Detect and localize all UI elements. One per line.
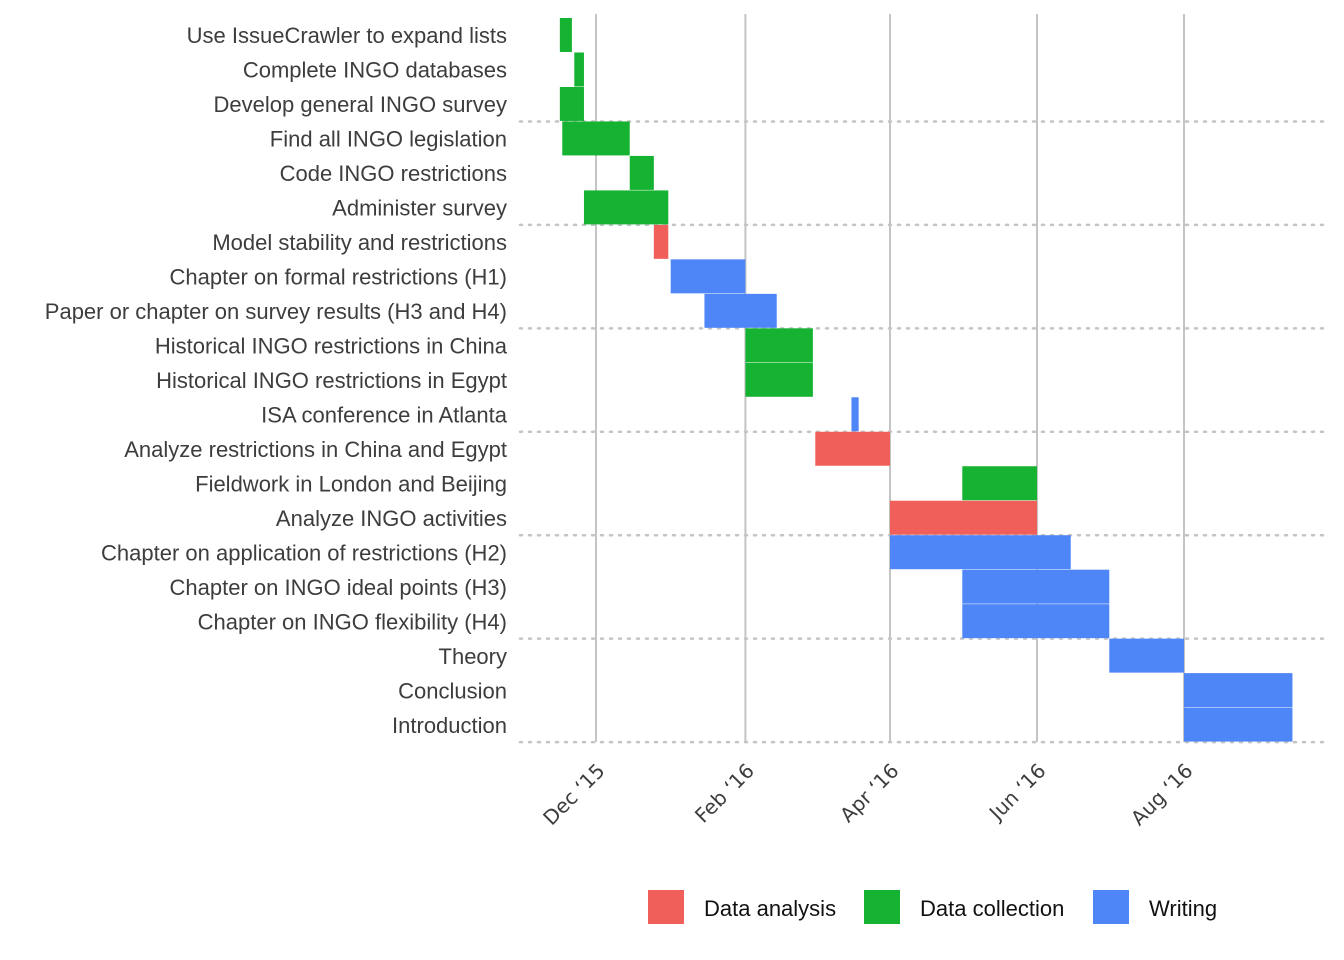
task-label-15: Chapter on application of restrictions (… (101, 540, 507, 565)
task-bar-20 (1184, 707, 1293, 742)
task-bar-19 (1184, 673, 1293, 708)
task-bar-12 (815, 431, 890, 466)
task-label-19: Conclusion (398, 678, 507, 703)
task-bar-10 (745, 362, 813, 397)
task-bar-8 (704, 293, 777, 328)
task-label-2: Develop general INGO survey (214, 92, 507, 117)
task-bar-17 (962, 604, 1110, 639)
task-label-13: Fieldwork in London and Beijing (195, 471, 507, 496)
task-label-9: Historical INGO restrictions in China (155, 334, 508, 359)
task-bar-7 (670, 259, 746, 294)
task-label-0: Use IssueCrawler to expand lists (187, 23, 507, 48)
task-bar-0 (559, 18, 572, 52)
tick-label-2: Apr ‘16 (835, 759, 903, 827)
task-label-17: Chapter on INGO flexibility (H4) (198, 609, 507, 634)
task-labels: Use IssueCrawler to expand lists Complete… (45, 23, 508, 738)
task-label-20: Introduction (392, 713, 507, 738)
legend: Data analysis Data collection Writing (648, 890, 1217, 924)
x-axis-ticks: Dec ‘15 Feb ‘16 Apr ‘16 Jun ‘16 Aug ‘16 (538, 759, 1197, 831)
task-bar-11 (851, 397, 859, 432)
legend-label-1: Data collection (920, 896, 1064, 921)
legend-swatch-1 (864, 890, 900, 924)
tick-label-0: Dec ‘15 (538, 759, 609, 830)
legend-label-0: Data analysis (704, 896, 836, 921)
legend-swatch-2 (1093, 890, 1129, 924)
tick-label-4: Aug ‘16 (1126, 759, 1198, 831)
task-label-1: Complete INGO databases (243, 58, 507, 83)
task-bar-6 (653, 224, 669, 259)
task-label-12: Analyze restrictions in China and Egypt (124, 437, 507, 462)
task-label-4: Code INGO restrictions (280, 161, 507, 186)
task-bar-9 (745, 328, 813, 363)
task-bar-2 (559, 86, 584, 121)
task-label-5: Administer survey (332, 196, 507, 221)
legend-swatch-0 (648, 890, 684, 924)
task-bars (559, 18, 1293, 742)
task-label-18: Theory (439, 644, 507, 669)
task-label-11: ISA conference in Atlanta (261, 403, 508, 428)
task-bar-13 (962, 466, 1037, 501)
task-label-16: Chapter on INGO ideal points (H3) (170, 575, 508, 600)
tick-label-3: Jun ‘16 (983, 759, 1050, 826)
task-bar-3 (562, 121, 630, 156)
task-bar-18 (1109, 638, 1184, 673)
task-label-8: Paper or chapter on survey results (H3 a… (45, 299, 507, 324)
legend-label-2: Writing (1149, 896, 1217, 921)
task-bar-4 (629, 155, 654, 190)
task-bar-1 (574, 52, 584, 87)
task-bar-16 (962, 569, 1110, 604)
task-label-10: Historical INGO restrictions in Egypt (156, 368, 507, 393)
task-bar-14 (890, 500, 1037, 535)
grid-lines (518, 14, 1332, 744)
task-bar-15 (890, 535, 1071, 570)
tick-label-1: Feb ‘16 (690, 759, 759, 828)
task-bar-5 (583, 190, 669, 225)
task-label-14: Analyze INGO activities (276, 506, 507, 531)
task-label-6: Model stability and restrictions (212, 230, 507, 255)
task-label-3: Find all INGO legislation (270, 127, 507, 152)
task-label-7: Chapter on formal restrictions (H1) (170, 265, 507, 290)
